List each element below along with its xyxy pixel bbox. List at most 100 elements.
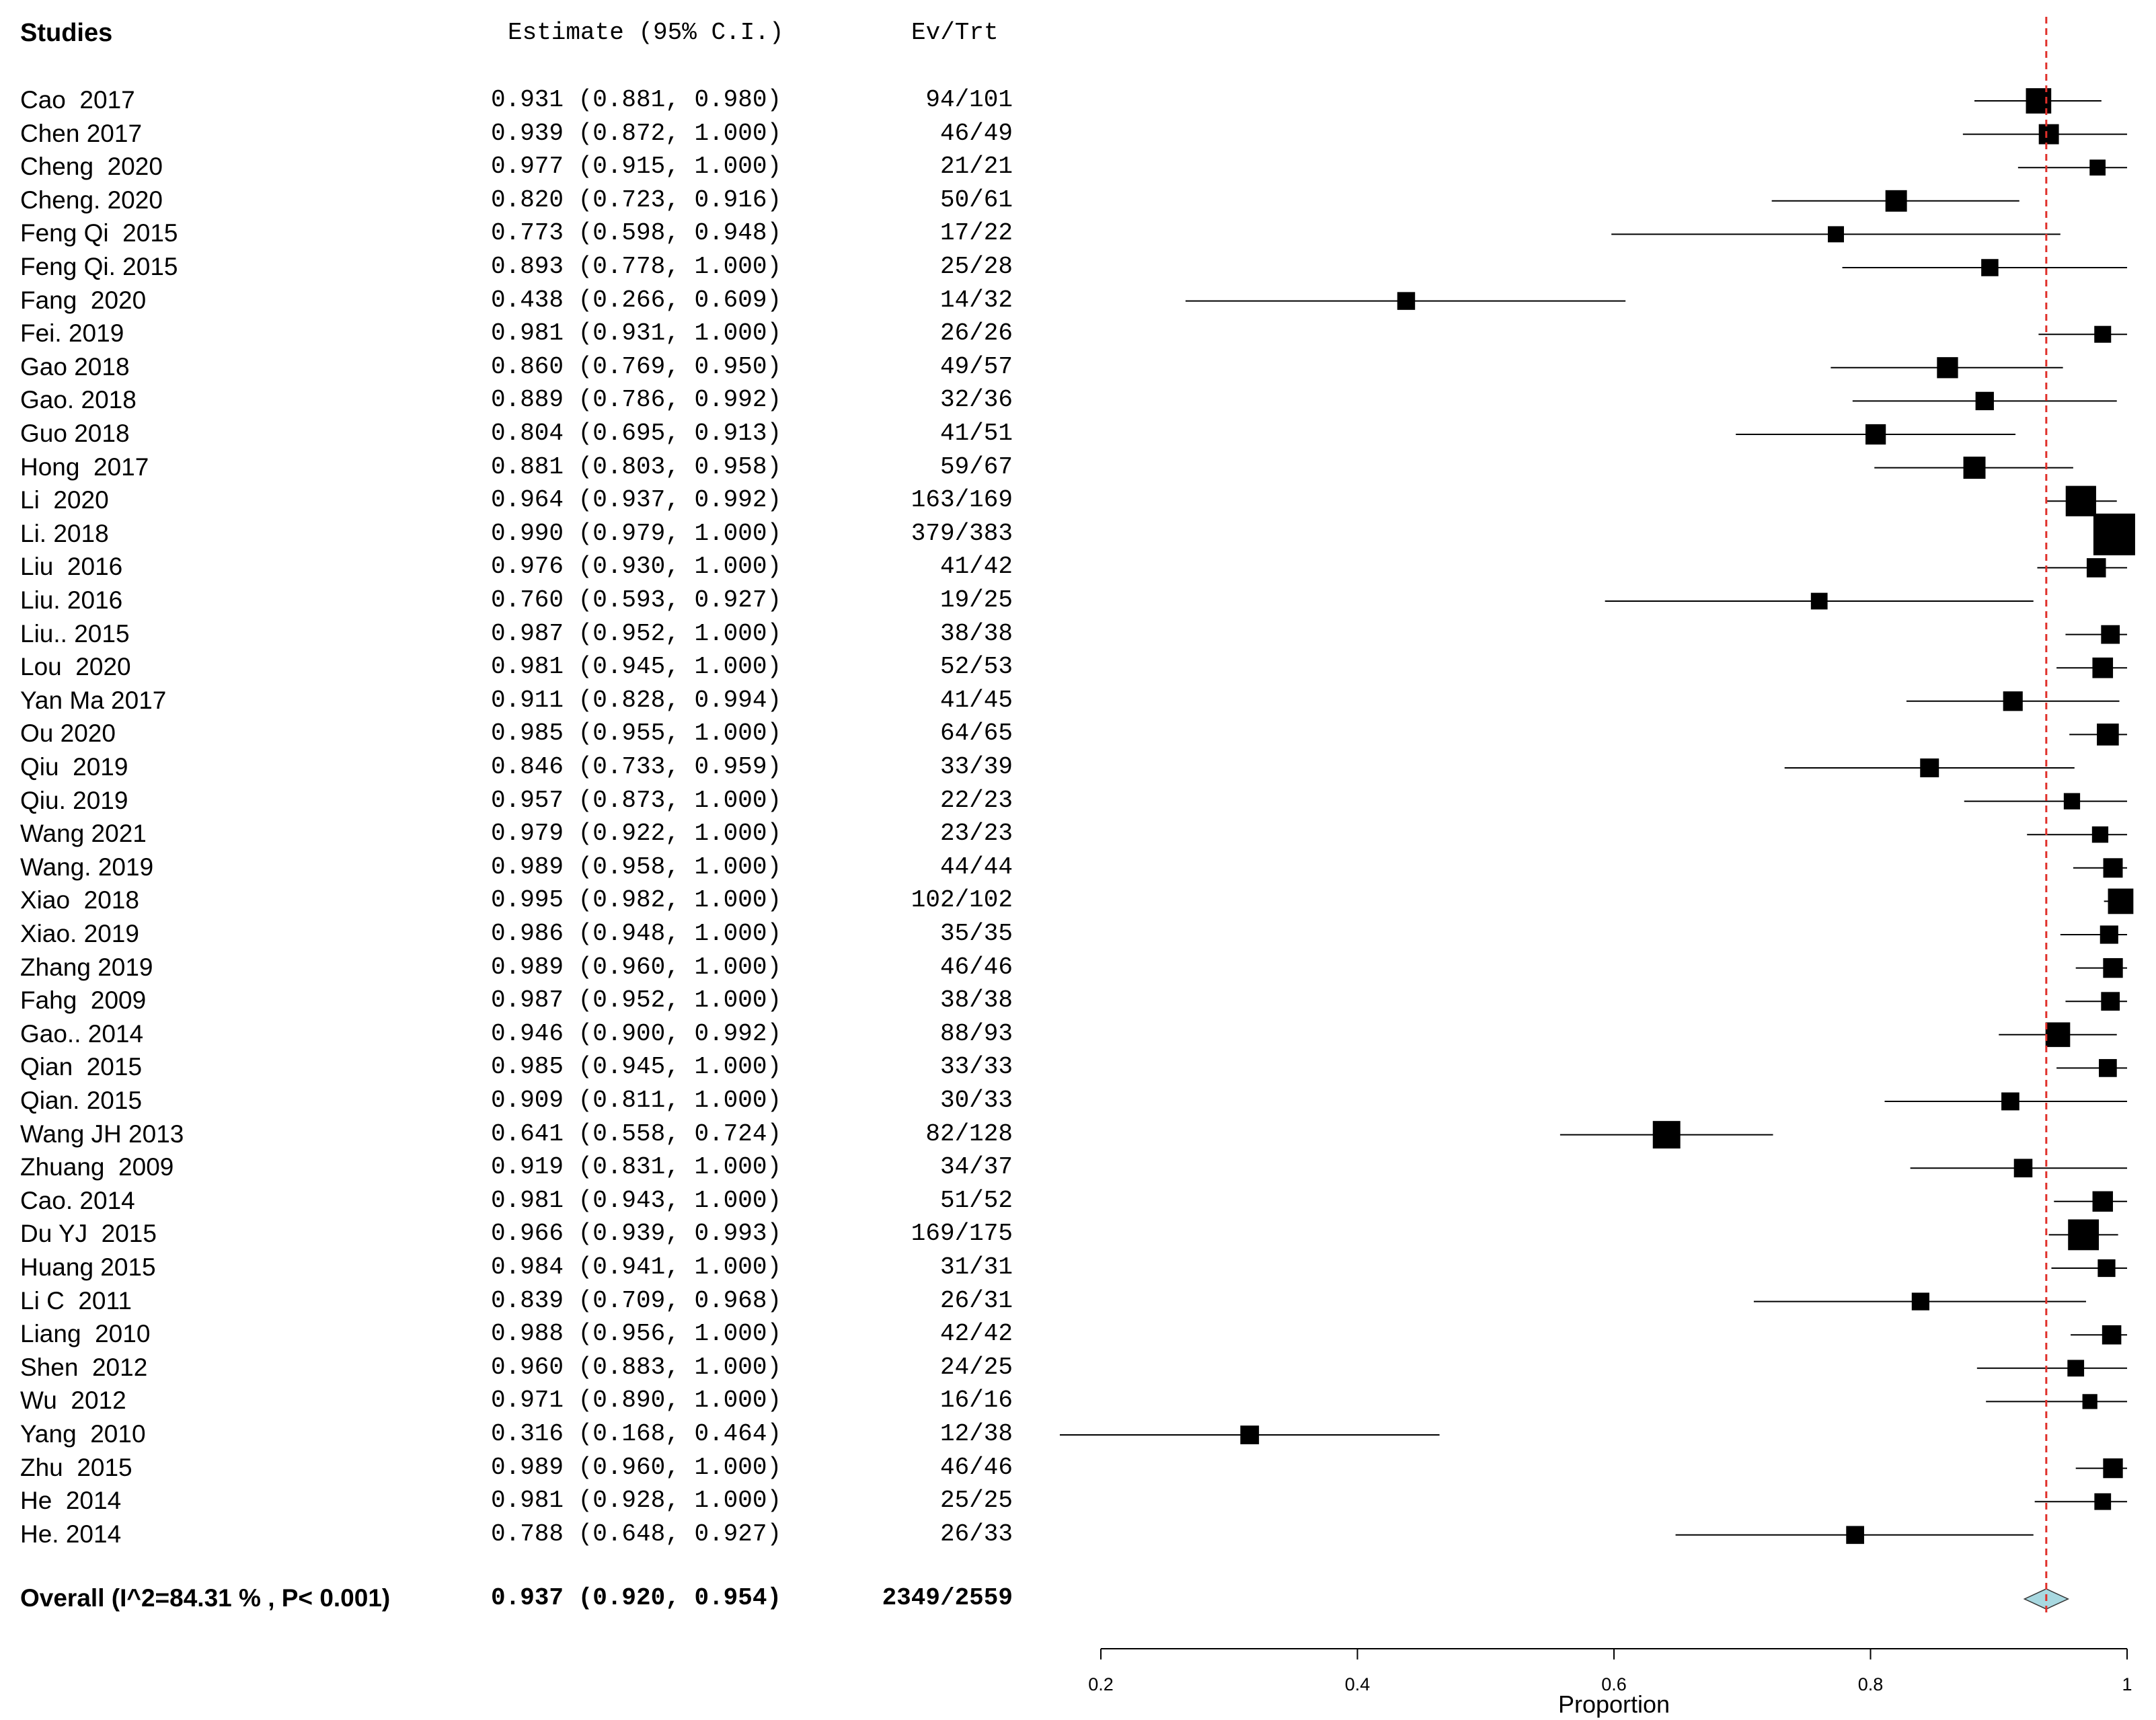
- study-row: Lou 2020 0.981 (0.945, 1.000) 52/53: [0, 650, 2156, 683]
- study-evtrt: 42/42: [939, 1320, 1013, 1348]
- study-row: He. 2014 0.788 (0.648, 0.927) 26/33: [0, 1518, 2156, 1551]
- estimate-square: [2094, 325, 2112, 343]
- study-row: Li C 2011 0.839 (0.709, 0.968) 26/31: [0, 1284, 2156, 1317]
- study-row: Wang. 2019 0.989 (0.958, 1.000) 44/44: [0, 851, 2156, 884]
- study-name: Xiao 2018: [20, 886, 139, 914]
- study-evtrt: 59/67: [939, 453, 1013, 481]
- study-estimate: 0.957 (0.873, 1.000): [491, 786, 782, 814]
- study-row: Gao. 2018 0.889 (0.786, 0.992) 32/36: [0, 383, 2156, 416]
- study-estimate: 0.893 (0.778, 1.000): [491, 253, 782, 280]
- study-estimate: 0.839 (0.709, 0.968): [491, 1286, 782, 1315]
- study-evtrt: 102/102: [911, 886, 1013, 914]
- study-name: Feng Qi. 2015: [20, 253, 178, 280]
- study-evtrt: 44/44: [939, 853, 1013, 881]
- study-row: Wang JH 2013 0.641 (0.558, 0.724) 82/128: [0, 1118, 2156, 1150]
- estimate-square: [1885, 190, 1907, 212]
- estimate-square: [2091, 826, 2109, 843]
- study-estimate: 0.995 (0.982, 1.000): [491, 886, 782, 914]
- study-estimate: 0.788 (0.648, 0.927): [491, 1520, 782, 1548]
- estimate-column-header: Estimate (95% C.I.): [508, 19, 784, 46]
- study-estimate: 0.986 (0.948, 1.000): [491, 920, 782, 947]
- study-estimate: 0.985 (0.945, 1.000): [491, 1053, 782, 1081]
- study-name: Feng Qi 2015: [20, 219, 178, 247]
- study-estimate: 0.981 (0.943, 1.000): [491, 1186, 782, 1214]
- study-name: Zhu 2015: [20, 1453, 132, 1481]
- estimate-square: [2101, 625, 2120, 644]
- estimate-square: [2026, 88, 2052, 114]
- study-row: Qian. 2015 0.909 (0.811, 1.000) 30/33: [0, 1084, 2156, 1117]
- estimate-square: [2003, 691, 2023, 711]
- study-estimate: 0.966 (0.939, 0.993): [491, 1220, 782, 1248]
- study-evtrt: 46/46: [939, 953, 1013, 981]
- study-row: Fahg 2009 0.987 (0.952, 1.000) 38/38: [0, 984, 2156, 1017]
- study-evtrt: 50/61: [939, 186, 1013, 214]
- estimate-square: [1240, 1425, 1260, 1444]
- study-row: Qiu. 2019 0.957 (0.873, 1.000) 22/23: [0, 784, 2156, 817]
- estimate-square: [2103, 957, 2123, 978]
- overall-evtrt: 2349/2559: [882, 1584, 1013, 1612]
- study-estimate: 0.960 (0.883, 1.000): [491, 1353, 782, 1381]
- study-row: Cao 2017 0.931 (0.881, 0.980) 94/101: [0, 83, 2156, 116]
- study-name: Fahg 2009: [20, 986, 147, 1015]
- study-name: Wang 2021: [20, 820, 147, 848]
- study-row: Wu 2012 0.971 (0.890, 1.000) 16/16: [0, 1384, 2156, 1417]
- study-estimate: 0.971 (0.890, 1.000): [491, 1386, 782, 1415]
- study-name: Wu 2012: [20, 1386, 126, 1415]
- study-evtrt: 34/37: [939, 1153, 1013, 1181]
- x-tick-label: 0.8: [1858, 1674, 1884, 1694]
- study-row: Hong 2017 0.881 (0.803, 0.958) 59/67: [0, 451, 2156, 483]
- study-estimate: 0.773 (0.598, 0.948): [491, 219, 782, 247]
- estimate-square: [2103, 1458, 2123, 1479]
- studies-column-header: Studies: [20, 19, 113, 47]
- study-row: Yan Ma 2017 0.911 (0.828, 0.994) 41/45: [0, 684, 2156, 717]
- study-name: Li. 2018: [20, 519, 109, 547]
- estimate-square: [1846, 1526, 1864, 1545]
- study-name: He. 2014: [20, 1520, 122, 1548]
- study-evtrt: 46/49: [939, 119, 1013, 147]
- x-tick-label: 0.4: [1345, 1674, 1371, 1694]
- study-estimate: 0.979 (0.922, 1.000): [491, 820, 782, 848]
- study-name: Gao.. 2014: [20, 1019, 144, 1048]
- study-name: Chen 2017: [20, 119, 143, 147]
- estimate-square: [2038, 124, 2059, 145]
- study-name: Ou 2020: [20, 719, 116, 748]
- study-estimate: 0.981 (0.931, 1.000): [491, 319, 782, 348]
- x-tick-label: 1: [2122, 1674, 2132, 1694]
- study-row: Liu. 2016 0.760 (0.593, 0.927) 19/25: [0, 584, 2156, 617]
- study-evtrt: 14/32: [939, 286, 1013, 314]
- study-estimate: 0.919 (0.831, 1.000): [491, 1153, 782, 1181]
- estimate-square: [2089, 159, 2106, 176]
- overall-label: Overall (I^2=84.31 % , P< 0.001): [20, 1584, 391, 1612]
- study-estimate: 0.976 (0.930, 1.000): [491, 553, 782, 581]
- estimate-square: [2063, 793, 2081, 810]
- estimate-square: [1963, 457, 1986, 479]
- study-evtrt: 35/35: [939, 920, 1013, 947]
- estimate-square: [2100, 925, 2118, 944]
- study-estimate: 0.946 (0.900, 0.992): [491, 1019, 782, 1048]
- study-row: Zhang 2019 0.989 (0.960, 1.000) 46/46: [0, 951, 2156, 984]
- study-name: Du YJ 2015: [20, 1220, 157, 1248]
- study-estimate: 0.881 (0.803, 0.958): [491, 453, 782, 481]
- study-row: Liang 2010 0.988 (0.956, 1.000) 42/42: [0, 1317, 2156, 1350]
- study-row: Zhu 2015 0.989 (0.960, 1.000) 46/46: [0, 1451, 2156, 1484]
- study-name: Yang 2010: [20, 1420, 146, 1448]
- x-tick-label: 0.2: [1088, 1674, 1114, 1694]
- study-row: Guo 2018 0.804 (0.695, 0.913) 41/51: [0, 417, 2156, 450]
- study-row: Li 2020 0.964 (0.937, 0.992) 163/169: [0, 483, 2156, 516]
- study-estimate: 0.985 (0.955, 1.000): [491, 719, 782, 748]
- study-estimate: 0.977 (0.915, 1.000): [491, 153, 782, 181]
- estimate-square: [2045, 1022, 2071, 1048]
- study-evtrt: 38/38: [939, 619, 1013, 648]
- study-name: Li 2020: [20, 486, 109, 514]
- study-row: Xiao. 2019 0.986 (0.948, 1.000) 35/35: [0, 917, 2156, 950]
- estimate-square: [2099, 1059, 2117, 1077]
- estimate-square: [2097, 724, 2119, 746]
- study-evtrt: 12/38: [939, 1420, 1013, 1448]
- study-row: Feng Qi. 2015 0.893 (0.778, 1.000) 25/28: [0, 250, 2156, 283]
- study-evtrt: 88/93: [939, 1019, 1013, 1048]
- study-estimate: 0.984 (0.941, 1.000): [491, 1253, 782, 1281]
- study-row: Liu 2016 0.976 (0.930, 1.000) 41/42: [0, 550, 2156, 583]
- study-estimate: 0.981 (0.928, 1.000): [491, 1487, 782, 1515]
- study-row: Cheng 2020 0.977 (0.915, 1.000) 21/21: [0, 150, 2156, 183]
